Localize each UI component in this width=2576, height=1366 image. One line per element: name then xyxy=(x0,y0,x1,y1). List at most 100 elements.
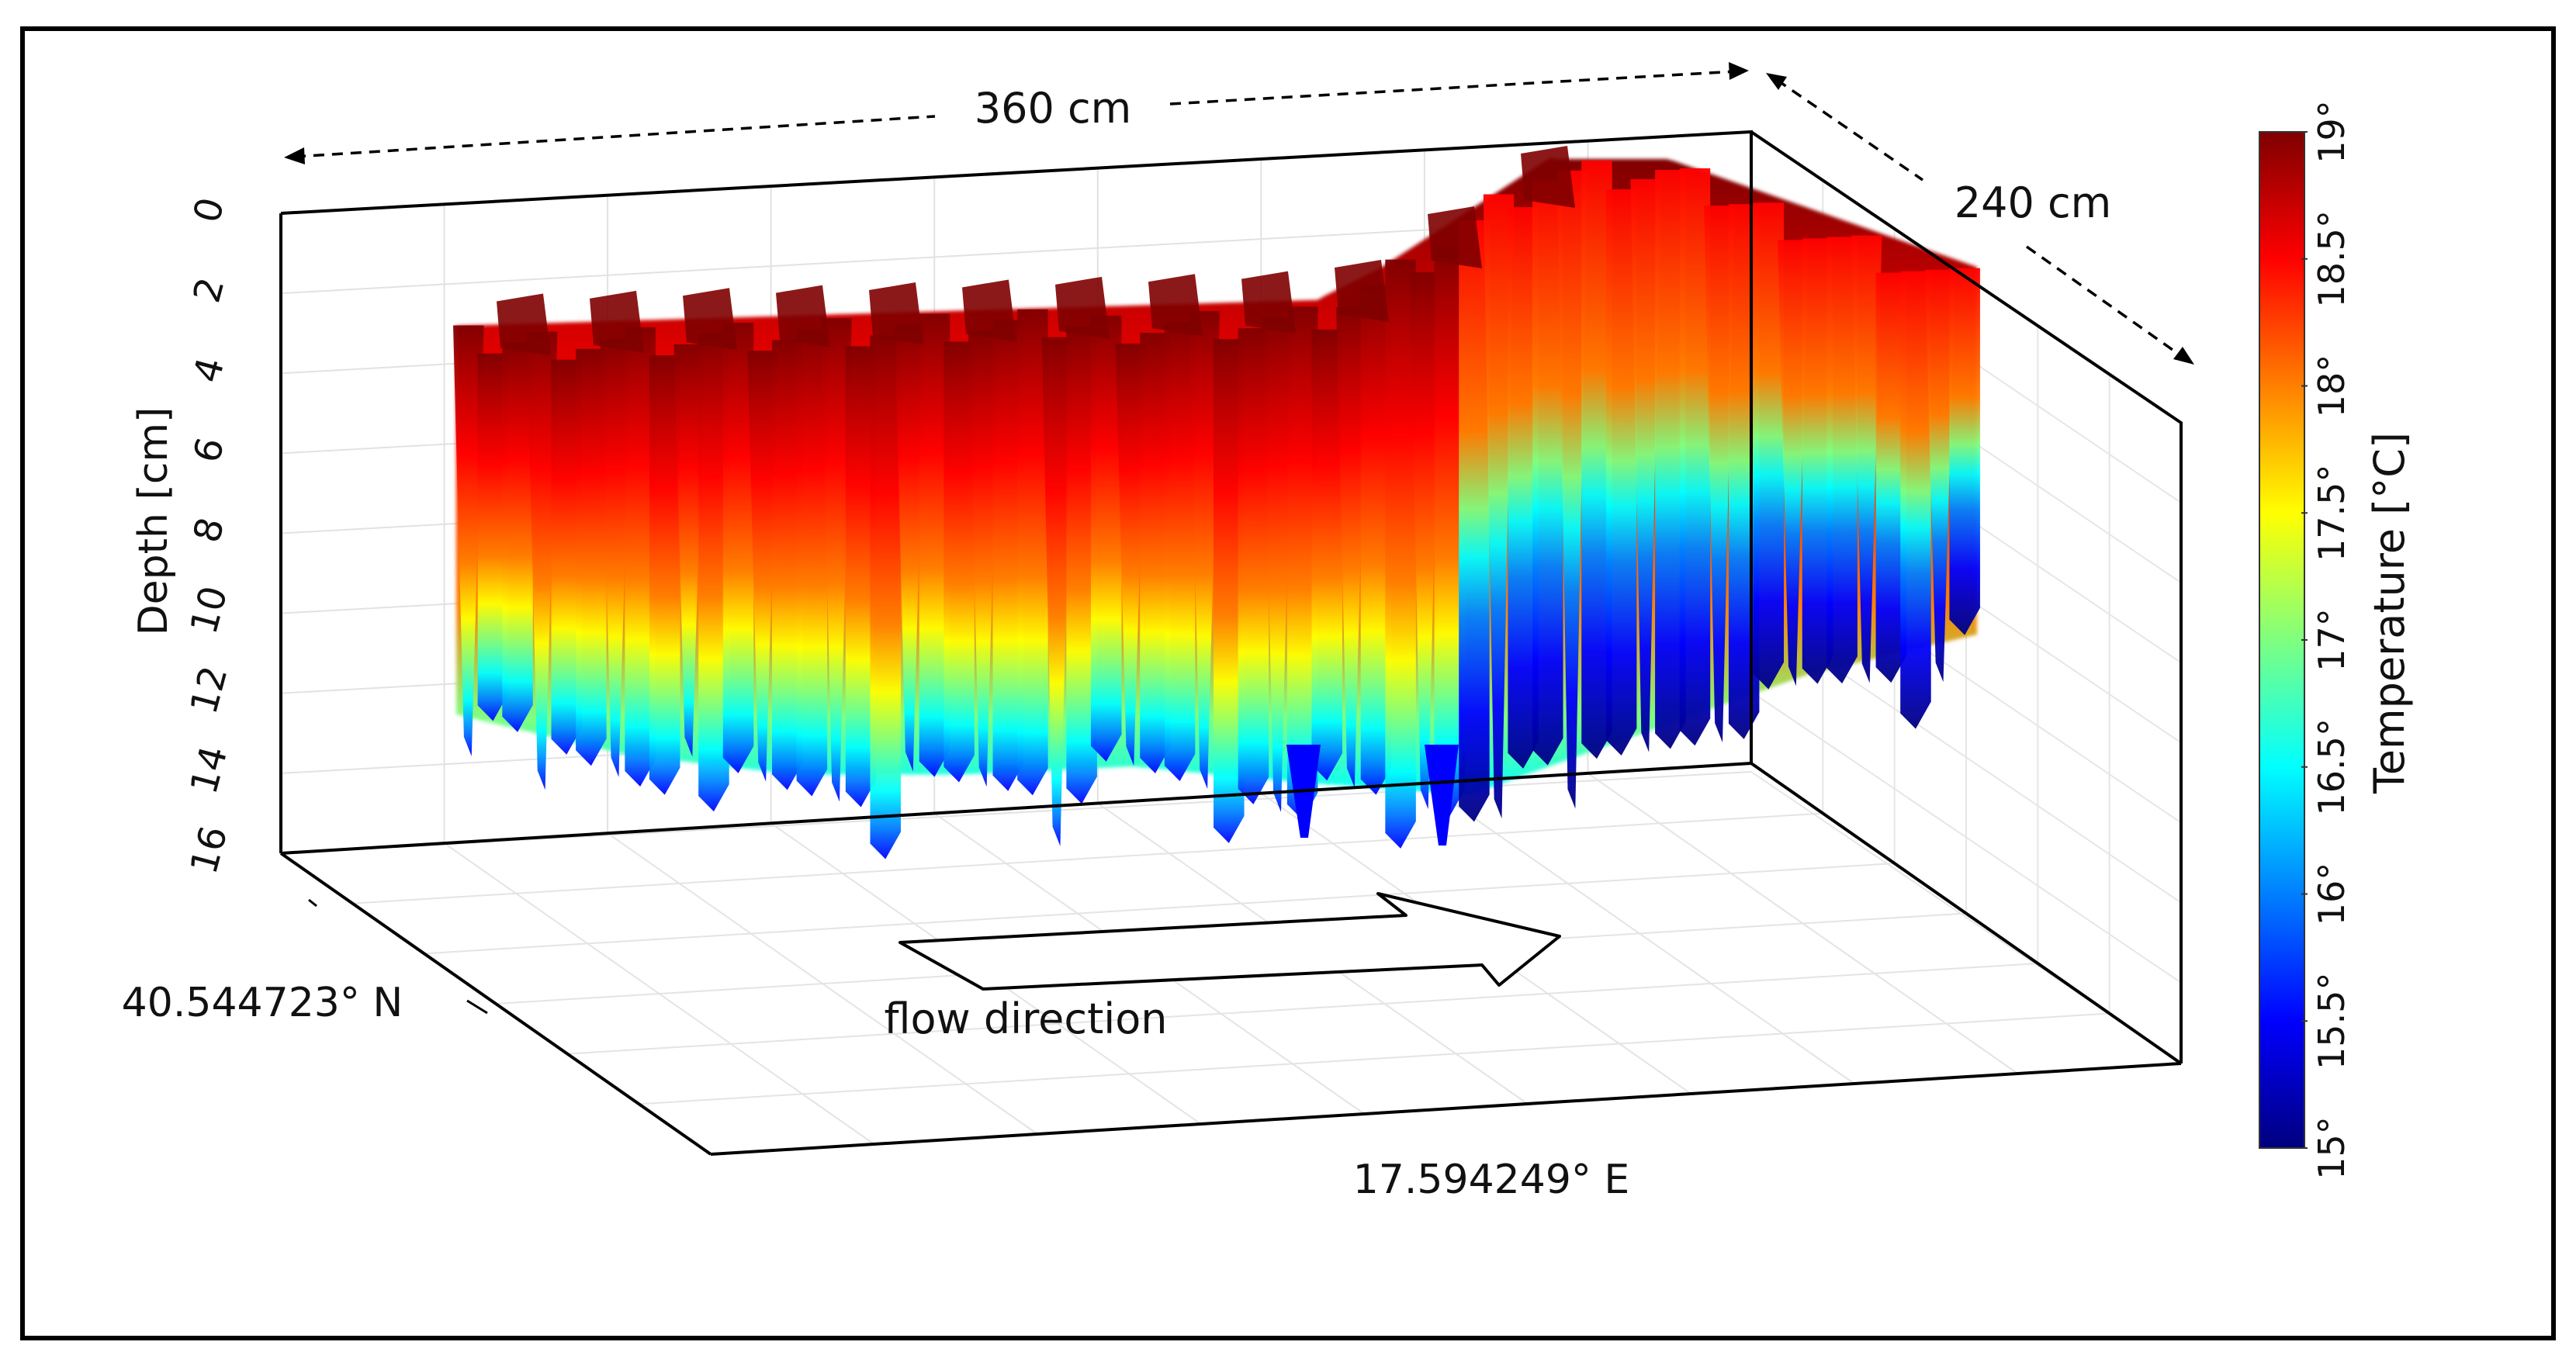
floor-gridline xyxy=(424,863,1895,955)
y-axis-tick-start xyxy=(308,898,317,908)
surface-column xyxy=(1581,161,1612,759)
z-tick-label: 14 xyxy=(182,742,237,798)
colorbar-label: Temperature [°C] xyxy=(2365,432,2414,794)
surface-ridge xyxy=(590,290,644,353)
z-tick-label: 4 xyxy=(185,353,234,387)
surface-column xyxy=(895,324,926,772)
surface-column xyxy=(1679,168,1711,746)
surface-column xyxy=(502,342,533,732)
surface-ridge xyxy=(1241,271,1296,334)
z-tick-label: 12 xyxy=(182,662,237,718)
length-dimension: 360 cm xyxy=(284,62,1749,164)
colorbar-tick-label: 19° xyxy=(2311,100,2353,164)
surface-column xyxy=(1090,315,1122,762)
y-axis-label: 40.544723° N xyxy=(122,980,403,1026)
width-dimension: 240 cm xyxy=(1766,73,2194,365)
colorbar-tick-labels: 15° 15.5° 16° 16.5° 17° 17.5° 18° 18.5° 19° xyxy=(2301,100,2353,1180)
surface-column xyxy=(1385,259,1416,849)
width-arrow-line-bottom xyxy=(2025,245,2182,357)
surface-column xyxy=(1753,202,1785,690)
surface-column xyxy=(1311,329,1343,781)
colorbar-tick-label: 15° xyxy=(2311,1116,2353,1180)
surface-column xyxy=(625,327,656,787)
colorbar-tick-label: 18.5° xyxy=(2311,210,2353,307)
width-arrowhead-top xyxy=(1766,73,1787,90)
surface-column xyxy=(845,346,877,807)
surface-ridge xyxy=(1148,274,1203,337)
surface-drip xyxy=(1425,745,1459,846)
surface-column xyxy=(1532,181,1563,766)
floor-gridline xyxy=(352,812,1823,904)
z-tick-labels: 0 2 4 6 8 10 12 14 16 xyxy=(182,193,237,879)
colorbar-tick-label: 17° xyxy=(2311,608,2353,672)
colorbar-tick-label: 15.5° xyxy=(2311,973,2353,1070)
surface-column xyxy=(968,330,999,787)
surface-ridge xyxy=(683,288,737,351)
right-bottom-edge xyxy=(1750,762,2183,1065)
surface-column xyxy=(1605,189,1637,756)
surface-ridge xyxy=(869,282,923,345)
surface-column xyxy=(1949,268,1980,635)
surface-column xyxy=(722,323,754,773)
z-tick-label: 0 xyxy=(185,193,234,227)
right-side-edge xyxy=(1750,130,2183,1063)
surface-column xyxy=(1041,337,1073,846)
z-tick-label: 2 xyxy=(185,273,234,307)
surface-column xyxy=(1360,285,1392,795)
surface-column xyxy=(526,331,558,790)
surface-column xyxy=(1826,237,1858,684)
surface-column xyxy=(1630,179,1661,752)
surface-column xyxy=(1900,271,1931,729)
length-arrowhead-right xyxy=(1729,62,1749,80)
surface-column xyxy=(1459,220,1490,822)
surface-column xyxy=(1238,328,1269,804)
surface-column xyxy=(698,334,729,812)
surface-ridge xyxy=(497,293,551,356)
outer-border xyxy=(20,26,2556,1340)
surface-column xyxy=(1189,311,1220,789)
floor-gridline xyxy=(639,1012,2110,1105)
surface-column xyxy=(673,344,705,757)
surface-column xyxy=(747,351,778,782)
surface-ridge xyxy=(1335,260,1389,322)
surface-column xyxy=(870,335,901,859)
surface-column xyxy=(1778,240,1809,686)
surface-column xyxy=(1262,317,1293,812)
surface-column xyxy=(1409,272,1441,810)
surface-column xyxy=(1066,326,1097,804)
colorbar-tick-label: 17.5° xyxy=(2311,465,2353,562)
surface-column xyxy=(477,353,509,721)
surface-column xyxy=(772,340,803,790)
surface-column xyxy=(551,359,583,755)
surface-column xyxy=(919,313,950,777)
surface-column xyxy=(576,348,607,766)
x-axis-line xyxy=(710,1062,2182,1156)
colorbar-tick-label: 16.5° xyxy=(2311,718,2353,815)
surface-ridge xyxy=(776,285,830,348)
surface-column xyxy=(453,325,484,756)
surface-ridge xyxy=(962,279,1016,342)
surface-column xyxy=(1483,194,1515,819)
surface-column xyxy=(1924,269,1956,683)
x-axis-label: 17.594249° E xyxy=(1353,1157,1630,1203)
surface-column xyxy=(943,341,975,783)
surface-column xyxy=(1508,206,1539,769)
length-arrow-line-right xyxy=(1169,70,1737,105)
colorbar-tick-label: 16° xyxy=(2311,863,2353,926)
y-axis-line xyxy=(279,852,712,1156)
floor-gridline xyxy=(567,963,2038,1055)
surface-ridge xyxy=(1428,206,1482,268)
width-arrowhead-bottom xyxy=(2173,347,2194,365)
surface-column xyxy=(1802,238,1833,684)
surface-column xyxy=(1017,309,1048,796)
surface-ridge xyxy=(1055,276,1110,339)
flow-arrow xyxy=(898,892,1561,991)
flow-direction-label: flow direction xyxy=(884,994,1167,1043)
surface-column xyxy=(992,320,1024,791)
surface-column xyxy=(1704,206,1735,743)
surface-column xyxy=(1164,322,1196,781)
surface-column xyxy=(1140,332,1171,773)
surface-column xyxy=(796,329,828,797)
width-label: 240 cm xyxy=(1955,178,2112,227)
